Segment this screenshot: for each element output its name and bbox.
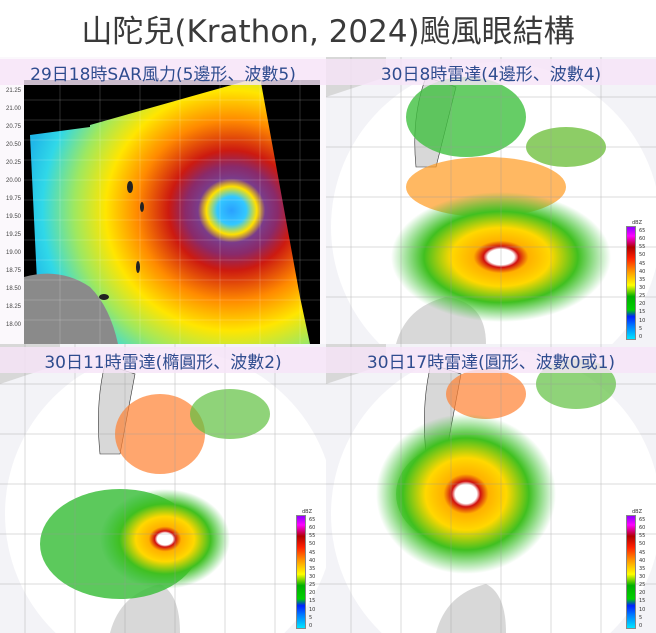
legend-unit: dBZ: [631, 220, 642, 226]
radar-image: [0, 344, 326, 633]
radar-image: [326, 57, 656, 344]
radar-panel-0800: 30日8時雷達(4邊形、波數4) dBZ 65 60 55 50 45 40 35 30 25 2…: [326, 57, 656, 344]
legend-unit: dBZ: [631, 509, 642, 515]
panel-caption: 30日8時雷達(4邊形、波數4): [326, 59, 656, 85]
sar-wind-image: [24, 77, 320, 344]
dbz-color-legend: [626, 515, 636, 629]
page-title: 山陀兒(Krathon, 2024)颱風眼結構: [81, 13, 575, 50]
radar-panel-1700: 30日17時雷達(圓形、波數0或1) dBZ 65 60 55 50 45 40 35 30 2…: [326, 344, 656, 633]
dbz-color-legend: [626, 226, 636, 340]
legend-ticks: 65 60 55 50 45 40 35 30 25 20 15 10 5 0: [639, 517, 646, 629]
panel-caption: 29日18時SAR風力(5邊形、波數5): [0, 59, 326, 85]
panel-caption: 30日11時雷達(橢圓形、波數2): [0, 347, 326, 373]
panel-caption: 30日17時雷達(圓形、波數0或1): [326, 347, 656, 373]
dbz-color-legend: [296, 515, 306, 629]
legend-ticks: 65 60 55 50 45 40 35 30 25 20 15 10 5 0: [309, 517, 316, 629]
radar-panel-1100: 30日11時雷達(橢圓形、波數2) dBZ 65 60 55 50 45 40 35 30 25…: [0, 344, 326, 633]
radar-image: [326, 344, 656, 633]
legend-ticks: 65 60 55 50 45 40 35 30 25 20 15 10 5 0: [639, 228, 646, 340]
legend-unit: dBZ: [301, 509, 312, 515]
sar-wind-panel: 29日18時SAR風力(5邊形、波數5): [0, 57, 326, 344]
